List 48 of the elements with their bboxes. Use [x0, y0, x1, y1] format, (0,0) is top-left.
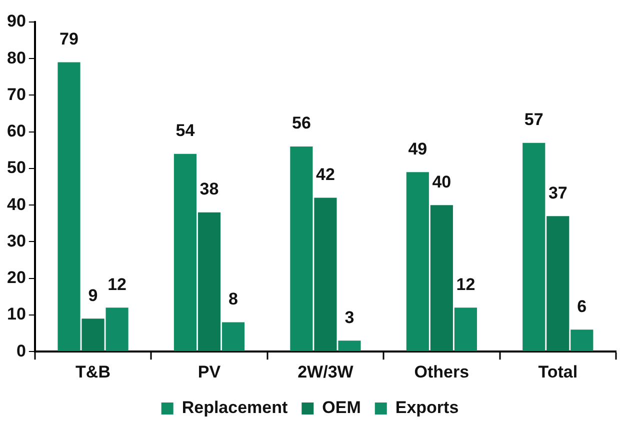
- bar: [522, 142, 546, 352]
- data-label: 56: [292, 114, 311, 133]
- y-tick-label: 20: [6, 268, 26, 288]
- y-tick-label: 0: [16, 341, 26, 360]
- bar: [58, 62, 80, 352]
- bar: [82, 318, 104, 352]
- y-tick-label: 60: [6, 122, 26, 141]
- legend-label: OEM: [322, 398, 361, 418]
- legend-label: Replacement: [182, 398, 288, 418]
- y-tick-label: 40: [6, 194, 26, 214]
- bar: [314, 198, 337, 352]
- x-tick-label: 2W/3W: [298, 362, 354, 382]
- y-tick-label: 10: [6, 304, 26, 324]
- y-tick-label: 50: [6, 158, 26, 178]
- y-tick-label: 70: [6, 84, 26, 104]
- bar: [222, 322, 245, 352]
- data-label: 38: [200, 180, 219, 199]
- bar: [570, 330, 594, 352]
- bar: [546, 216, 570, 352]
- x-tick-label: Others: [414, 362, 470, 382]
- data-label: 37: [548, 183, 568, 202]
- bar: [454, 308, 477, 352]
- data-label: 12: [108, 274, 126, 294]
- y-tick-label: 30: [6, 231, 26, 250]
- bar: [430, 205, 453, 352]
- bar: [290, 146, 313, 352]
- legend-label: Exports: [395, 398, 459, 418]
- x-tick-label: T&B: [76, 362, 110, 382]
- y-tick-label: 80: [6, 48, 26, 68]
- bar: [198, 212, 221, 352]
- data-label: 8: [228, 289, 238, 308]
- bar: [174, 154, 197, 352]
- x-tick-label: Total: [538, 362, 578, 382]
- data-label: 49: [408, 139, 428, 158]
- data-label: 9: [88, 286, 98, 305]
- bar: [338, 340, 361, 352]
- data-label: 12: [456, 274, 476, 294]
- y-tick-label: 90: [6, 12, 26, 31]
- data-label: 40: [432, 172, 452, 192]
- data-label: 3: [344, 308, 354, 327]
- data-label: 42: [316, 164, 335, 184]
- x-tick-label: PV: [198, 362, 222, 382]
- data-label: 79: [60, 29, 78, 48]
- data-label: 54: [176, 121, 196, 140]
- bar: [106, 308, 128, 352]
- data-label: 6: [577, 296, 587, 316]
- data-label: 57: [524, 110, 544, 130]
- bar: [406, 172, 429, 352]
